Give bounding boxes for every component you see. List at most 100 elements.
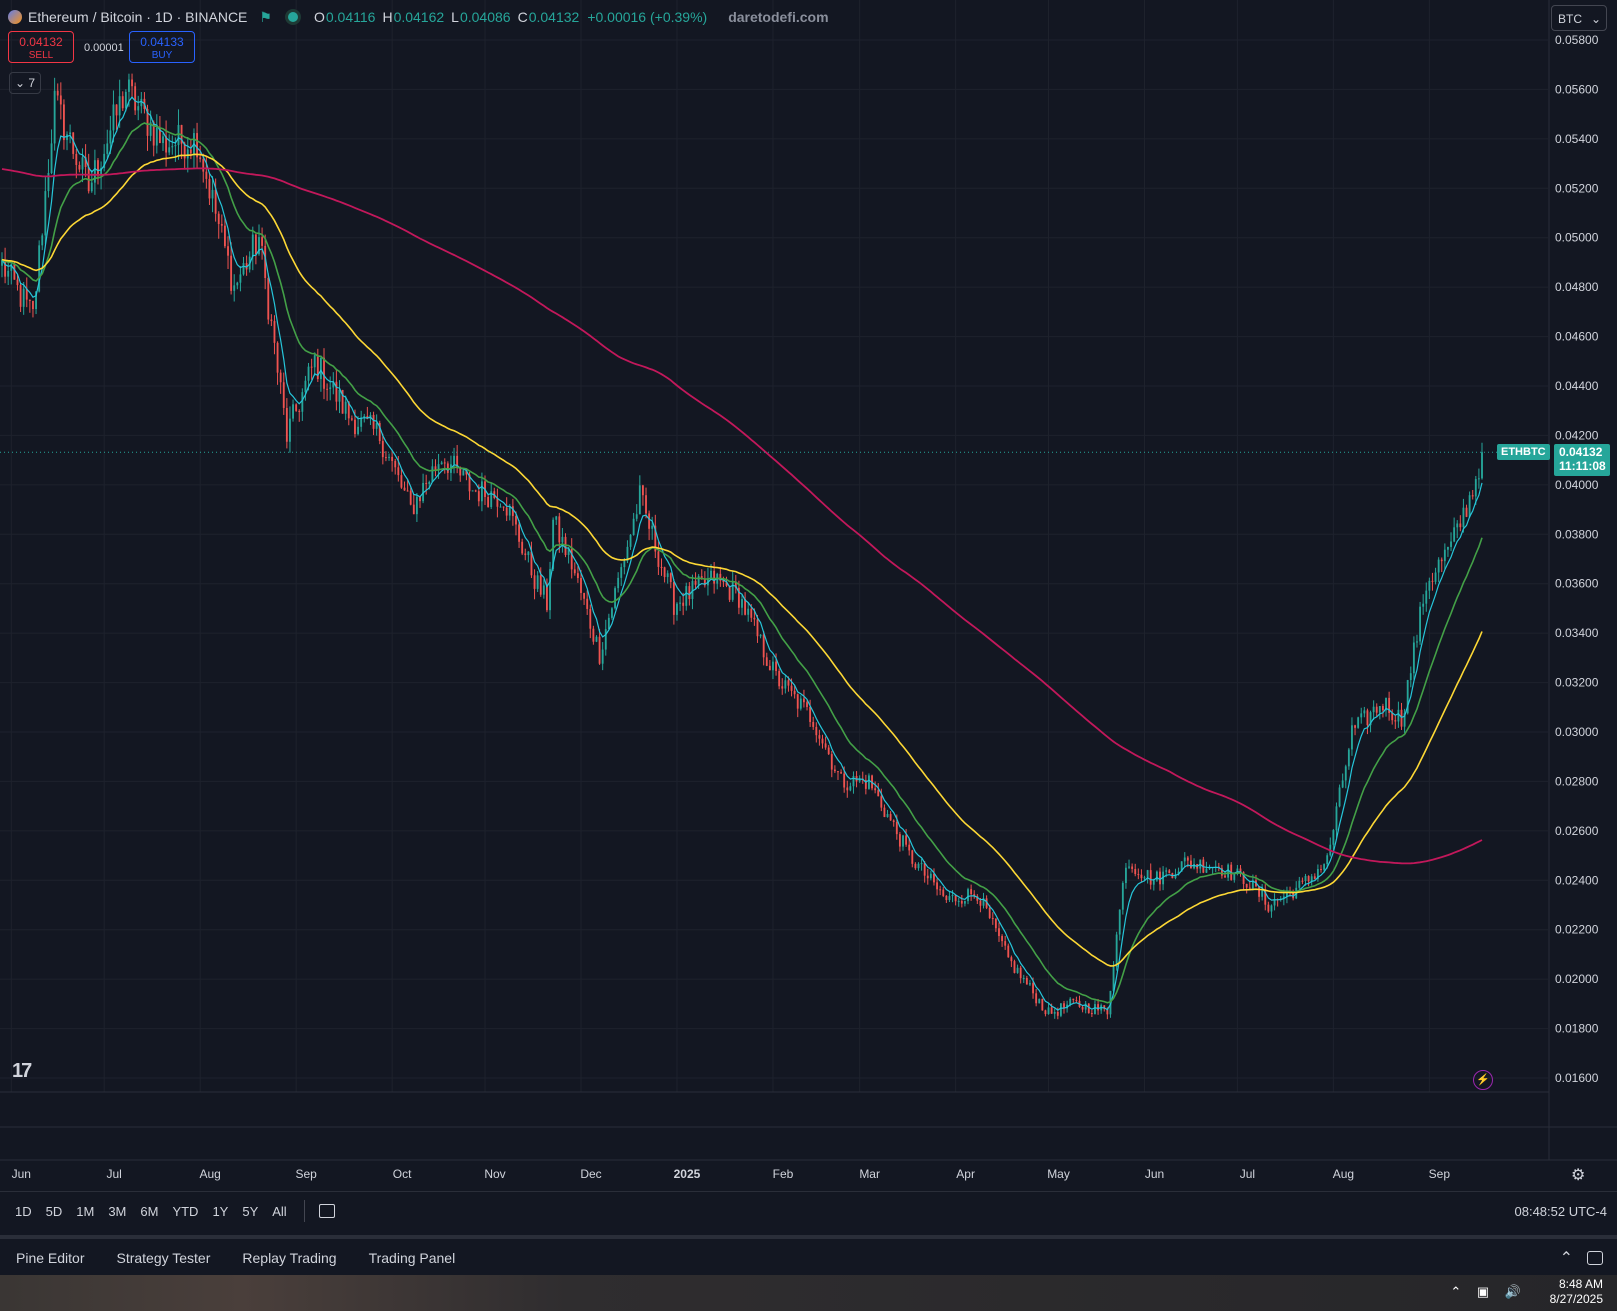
candle-body: [923, 863, 926, 876]
range-button-all[interactable]: All: [272, 1203, 287, 1219]
chevron-up-icon[interactable]: ⌃: [1559, 1250, 1573, 1267]
candle-body: [97, 160, 99, 176]
candle-body: [344, 401, 347, 414]
range-button-1m[interactable]: 1M: [76, 1203, 95, 1219]
buy-button[interactable]: 0.04133 BUY: [129, 31, 195, 63]
candle-body: [1059, 1003, 1062, 1016]
y-tick-label: 0.03800: [1555, 527, 1599, 541]
candle-body: [679, 602, 682, 604]
ohlc-key: O: [313, 9, 325, 25]
panel-tab-strategy-tester[interactable]: Strategy Tester: [116, 1250, 211, 1266]
candle-body: [905, 835, 908, 845]
flag-icon[interactable]: ⚑: [259, 8, 272, 25]
candle-body: [926, 875, 929, 879]
candle-body: [214, 189, 217, 214]
y-tick-label: 0.02800: [1555, 774, 1599, 788]
candle-body: [592, 628, 595, 642]
credit-text: daretodefi.com: [728, 9, 829, 25]
candle-body: [1177, 871, 1180, 875]
candle-body: [1338, 787, 1341, 807]
sell-button[interactable]: 0.04132 SELL: [8, 31, 74, 63]
candle-body: [508, 506, 511, 516]
spread-value: 0.00001: [84, 42, 124, 54]
candle-body: [892, 820, 895, 823]
candle-body: [645, 495, 647, 514]
maximize-icon[interactable]: [1587, 1251, 1603, 1265]
x-tick-label: May: [1047, 1167, 1070, 1181]
candle-body: [1456, 523, 1459, 528]
range-button-ytd[interactable]: YTD: [172, 1203, 199, 1219]
candle-body: [787, 680, 790, 686]
range-button-1d[interactable]: 1D: [15, 1203, 32, 1219]
symbol-tag-text: ETHBTC: [1501, 446, 1546, 458]
candle-body: [208, 178, 211, 199]
tradingview-logo-icon[interactable]: 17: [12, 1060, 32, 1082]
candle-body: [1391, 712, 1394, 721]
candle-body: [728, 585, 731, 600]
candle-body: [703, 579, 706, 586]
candle-body: [378, 422, 381, 442]
x-tick-label: Oct: [393, 1167, 412, 1181]
range-button-5y[interactable]: 5Y: [242, 1203, 259, 1219]
candle-body: [1381, 706, 1384, 711]
range-button-5d[interactable]: 5D: [45, 1203, 63, 1219]
divider: [303, 1200, 305, 1222]
candle-body: [69, 132, 72, 135]
candle-body: [957, 900, 960, 902]
calendar-icon[interactable]: [318, 1204, 335, 1218]
last-price-label: 0.04132 11:11:08: [1554, 444, 1610, 476]
candle-body: [874, 788, 877, 791]
candle-body: [1050, 1007, 1053, 1014]
candle-body: [267, 277, 270, 320]
candle-body: [626, 546, 629, 562]
range-button-1y[interactable]: 1Y: [212, 1203, 229, 1219]
taskbar-clock[interactable]: 8:48 AM 8/27/2025: [1550, 1277, 1603, 1307]
y-tick-label: 0.01800: [1555, 1022, 1599, 1036]
time-range-toolbar: 1D 5D 1M 3M 6M YTD 1Y 5Y All 08:48:52 UTC-4: [0, 1191, 1617, 1230]
candle-body: [282, 382, 285, 408]
candle-body: [1193, 864, 1195, 869]
candle-body: [134, 86, 137, 111]
candle-body: [1459, 523, 1462, 528]
candle-body: [254, 234, 257, 255]
range-button-3m[interactable]: 3M: [108, 1203, 127, 1219]
status-time[interactable]: 08:48:52 UTC-4: [1514, 1203, 1608, 1219]
price-chart[interactable]: 0.05800 0.05600 0.05400 0.05200 0.05000 0.048…: [0, 0, 1617, 1191]
indicators-toggle-button[interactable]: ⌄ 7: [9, 72, 41, 94]
candle-body: [1443, 549, 1446, 562]
candle-body: [604, 629, 607, 650]
candle-body: [772, 661, 774, 671]
lightning-icon[interactable]: ⚡: [1473, 1070, 1493, 1090]
candle-body: [734, 581, 737, 588]
tray-icons[interactable]: ⌃ ▣ 🔊: [1450, 1284, 1527, 1299]
candle-body: [542, 585, 545, 595]
candle-body: [1094, 1004, 1096, 1015]
candle-body: [1165, 870, 1168, 872]
candle-body: [298, 410, 301, 412]
ohlc-value: 0.04116: [325, 9, 376, 25]
y-tick-label: 0.05800: [1555, 33, 1599, 47]
candle-body: [1406, 680, 1409, 714]
gear-icon[interactable]: ⚙: [1571, 1167, 1586, 1184]
candle-body: [1431, 580, 1434, 582]
symbol-title[interactable]: Ethereum / Bitcoin · 1D · BINANCE: [28, 9, 248, 25]
candle-body: [456, 455, 459, 467]
candle-body: [301, 392, 304, 412]
market-status-icon[interactable]: [287, 12, 298, 22]
panel-tab-replay-trading[interactable]: Replay Trading: [242, 1250, 337, 1266]
candle-body: [189, 149, 192, 154]
y-tick-label: 0.02200: [1555, 923, 1599, 937]
candle-body: [415, 496, 418, 515]
candle-body: [1032, 983, 1034, 994]
candle-body: [954, 895, 957, 902]
candle-body: [186, 149, 189, 159]
panel-tab-trading-panel[interactable]: Trading Panel: [368, 1250, 456, 1266]
candle-body: [1248, 887, 1251, 889]
panel-tab-pine-editor[interactable]: Pine Editor: [16, 1250, 85, 1266]
range-button-6m[interactable]: 6M: [140, 1203, 159, 1219]
candle-body: [518, 524, 520, 542]
candle-body: [775, 661, 777, 671]
candle-body: [1239, 868, 1242, 873]
currency-select[interactable]: BTC ⌄: [1551, 5, 1607, 31]
candle-body: [1081, 1006, 1084, 1010]
